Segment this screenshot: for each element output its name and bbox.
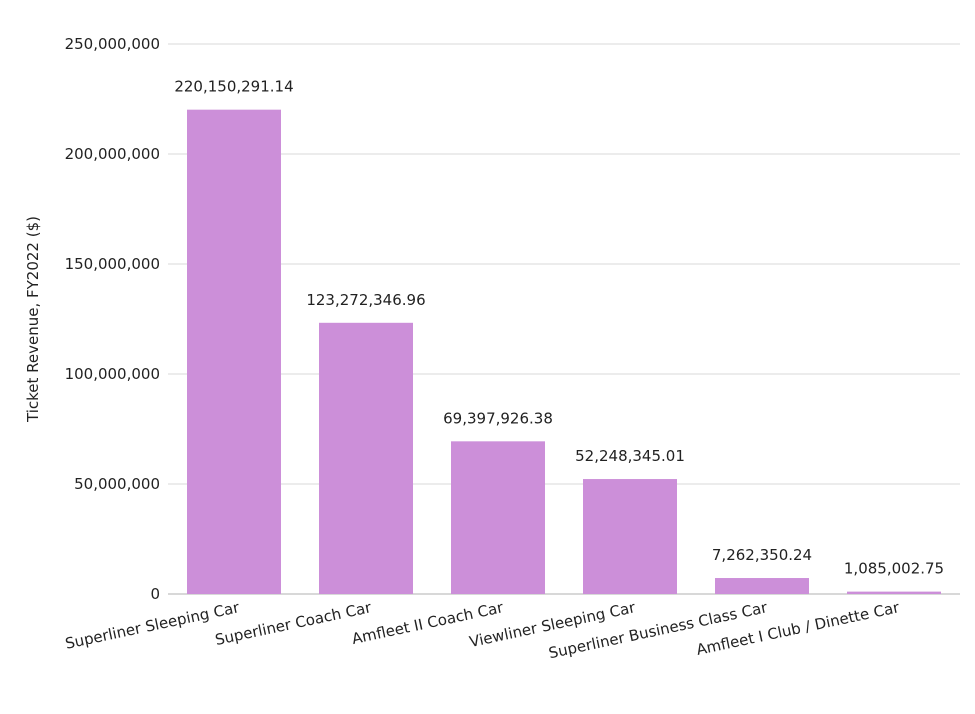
bar <box>847 591 941 594</box>
bar <box>715 578 809 594</box>
x-tick-label: Superliner Business Class Car <box>547 598 770 662</box>
data-label: 69,397,926.38 <box>443 409 553 427</box>
data-label: 123,272,346.96 <box>306 291 425 309</box>
y-axis-title: Ticket Revenue, FY2022 ($) <box>24 216 42 423</box>
data-label: 7,262,350.24 <box>712 546 812 564</box>
gridlines <box>168 43 960 595</box>
bar <box>583 479 677 594</box>
y-tick-label: 250,000,000 <box>65 35 160 53</box>
bar <box>319 322 413 594</box>
data-labels: 220,150,291.14 123,272,346.96 69,397,926.3… <box>174 78 944 578</box>
bars <box>187 109 941 594</box>
y-axis-ticks: 0 50,000,000 100,000,000 150,000,000 200,000… <box>65 35 160 603</box>
y-tick-label: 150,000,000 <box>65 255 160 273</box>
y-tick-label: 200,000,000 <box>65 145 160 163</box>
data-label: 1,085,002.75 <box>844 560 944 578</box>
y-tick-label: 100,000,000 <box>65 365 160 383</box>
bar <box>187 109 281 594</box>
bar <box>451 441 545 594</box>
y-tick-label: 50,000,000 <box>74 475 160 493</box>
y-tick-label: 0 <box>150 585 160 603</box>
data-label: 52,248,345.01 <box>575 447 685 465</box>
data-label: 220,150,291.14 <box>174 78 293 96</box>
x-tick-label: Superliner Sleeping Car <box>64 598 242 653</box>
